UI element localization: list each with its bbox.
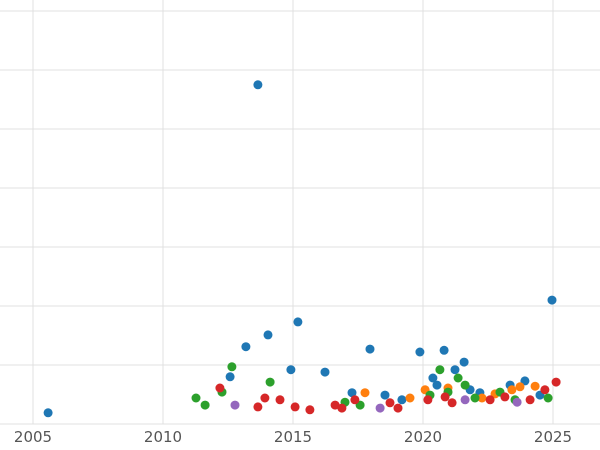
data-point [485, 395, 495, 405]
data-point [459, 357, 469, 367]
data-point [347, 388, 357, 398]
data-point [275, 395, 285, 405]
data-point [286, 365, 296, 375]
data-point [360, 388, 370, 398]
series-red [215, 377, 561, 415]
data-point [397, 395, 407, 405]
data-point [432, 380, 442, 390]
data-point [265, 377, 275, 387]
gridlines [0, 0, 600, 425]
data-point [191, 393, 201, 403]
data-point [215, 383, 225, 393]
data-point [380, 390, 390, 400]
data-point [337, 403, 347, 413]
data-point [43, 408, 53, 418]
data-point [320, 367, 330, 377]
data-point [365, 344, 375, 354]
data-point [227, 362, 237, 372]
x-tick-label-2005: 2005 [13, 428, 53, 446]
data-point [525, 395, 535, 405]
data-point [225, 372, 235, 382]
data-point [470, 393, 480, 403]
series-purple [230, 395, 522, 413]
data-point [540, 385, 550, 395]
data-point [543, 393, 553, 403]
data-point [547, 295, 557, 305]
data-point [507, 385, 517, 395]
data-point [530, 381, 540, 391]
data-point [200, 400, 210, 410]
data-point [440, 392, 450, 402]
data-point [423, 395, 433, 405]
data-point [428, 373, 438, 383]
data-point [477, 393, 487, 403]
data-point [405, 393, 415, 403]
data-point [241, 342, 251, 352]
data-point [512, 397, 522, 407]
data-point [460, 395, 470, 405]
data-point [263, 330, 273, 340]
data-point [350, 395, 360, 405]
x-tick-label-2025: 2025 [533, 428, 573, 446]
data-point [253, 402, 263, 412]
data-point [439, 345, 449, 355]
data-point [435, 365, 445, 375]
series-blue [43, 80, 557, 418]
data-point [230, 400, 240, 410]
x-tick-label-2015: 2015 [273, 428, 313, 446]
data-point [385, 398, 395, 408]
series-green [191, 362, 553, 410]
data-point [260, 393, 270, 403]
data-point [453, 373, 463, 383]
data-point [520, 376, 530, 386]
data-point [290, 402, 300, 412]
data-point [375, 403, 385, 413]
data-point [460, 380, 470, 390]
data-point [515, 382, 525, 392]
data-point [447, 398, 457, 408]
data-point [415, 347, 425, 357]
data-point [330, 400, 340, 410]
x-tick-label-2010: 2010 [143, 428, 183, 446]
x-tick-label-2020: 2020 [403, 428, 443, 446]
data-point [450, 365, 460, 375]
data-points [43, 80, 561, 418]
data-point [500, 392, 510, 402]
data-point [551, 377, 561, 387]
data-point [393, 403, 403, 413]
data-point [305, 405, 315, 415]
data-point [253, 80, 263, 90]
data-point [293, 317, 303, 327]
